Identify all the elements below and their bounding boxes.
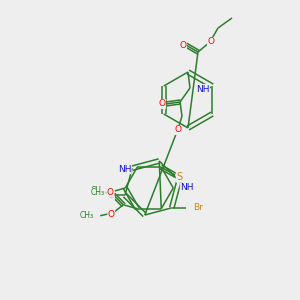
- Text: O: O: [107, 191, 115, 200]
- Text: O: O: [208, 38, 214, 46]
- Text: NH: NH: [196, 85, 209, 94]
- Text: O: O: [158, 100, 166, 109]
- Text: CH₃: CH₃: [91, 188, 105, 197]
- Text: O: O: [179, 40, 187, 50]
- Text: O: O: [108, 210, 115, 219]
- Text: O: O: [175, 125, 182, 134]
- Text: S: S: [176, 172, 182, 182]
- Text: O: O: [107, 188, 114, 197]
- Text: CH₃: CH₃: [80, 211, 94, 220]
- Text: NH: NH: [118, 165, 131, 174]
- Text: CH₃: CH₃: [91, 186, 105, 195]
- Text: NH: NH: [180, 184, 194, 193]
- Text: Br: Br: [193, 203, 203, 212]
